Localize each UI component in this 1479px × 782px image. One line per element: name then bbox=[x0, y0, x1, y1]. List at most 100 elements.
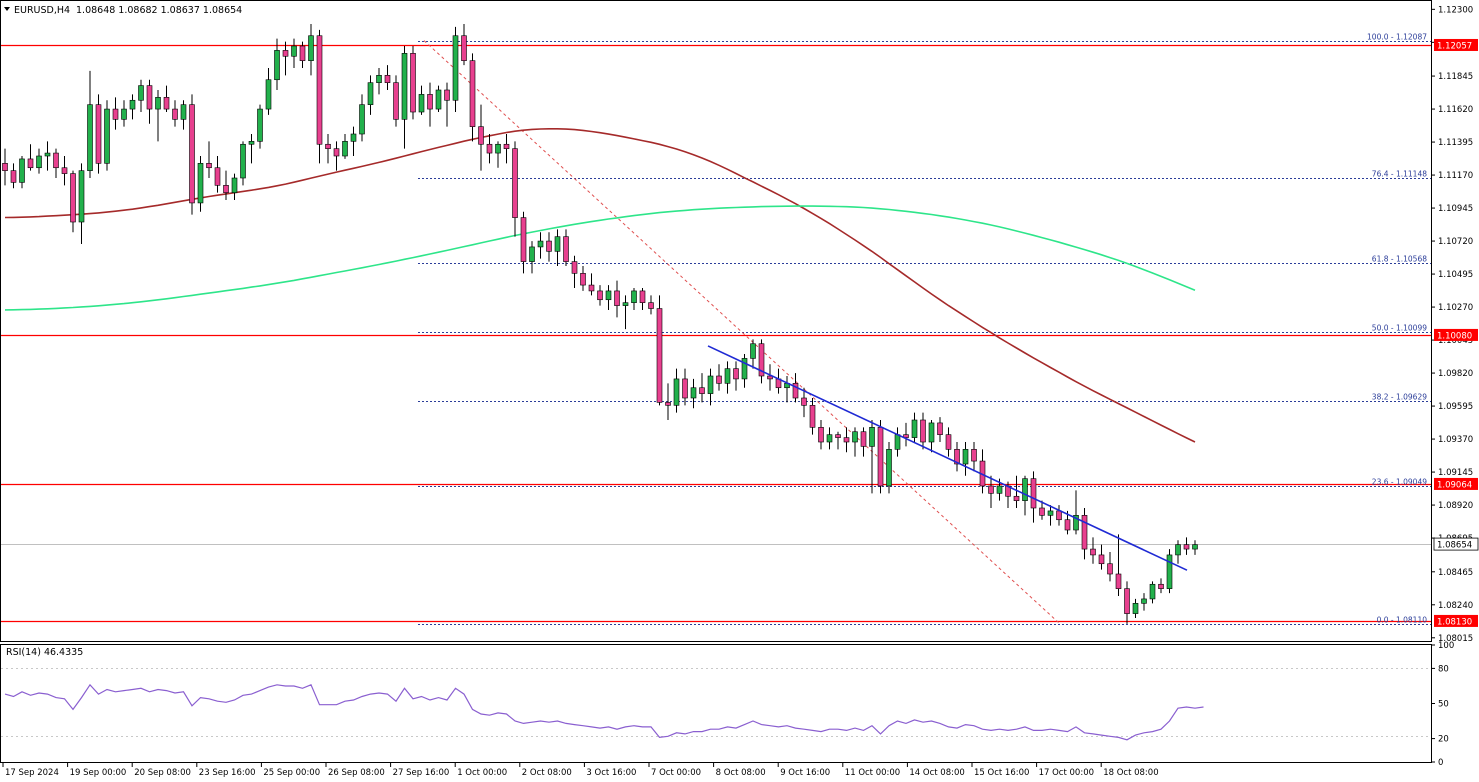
price-axis: 1.123001.120751.118451.116201.113951.111… bbox=[1431, 5, 1473, 644]
price-tick-label: 1.11845 bbox=[1438, 72, 1473, 82]
bearish-candle bbox=[580, 273, 586, 286]
rsi-tick-label: 50 bbox=[1438, 700, 1449, 710]
price-tick-label: 1.10945 bbox=[1438, 204, 1473, 214]
price-labels: 1.12057 1.10080 1.09064 1.08130 1.08654 bbox=[1433, 38, 1479, 627]
bullish-candle bbox=[1175, 544, 1181, 556]
bearish-trendline[interactable] bbox=[707, 345, 1188, 571]
bullish-candle bbox=[36, 155, 42, 169]
level-price-tag-text: 1.08130 bbox=[1437, 617, 1472, 627]
bearish-candle bbox=[801, 397, 807, 406]
bearish-candle bbox=[843, 437, 850, 443]
trendline bbox=[707, 345, 1188, 571]
price-tick-label: 1.09595 bbox=[1438, 402, 1473, 412]
bullish-candle bbox=[376, 75, 382, 83]
bearish-candle bbox=[1064, 519, 1071, 531]
bearish-candle bbox=[1090, 548, 1096, 556]
price-tick-label: 1.11395 bbox=[1438, 138, 1473, 148]
price-tick-label: 1.10045 bbox=[1438, 336, 1473, 346]
bearish-candle bbox=[1115, 573, 1122, 589]
rsi-label: RSI(14) 46.4335 bbox=[6, 647, 83, 658]
bearish-candle bbox=[70, 173, 76, 223]
rsi-tick-label: 80 bbox=[1438, 664, 1449, 674]
bullish-candle bbox=[622, 302, 629, 306]
bullish-candle bbox=[631, 290, 637, 303]
bullish-candle bbox=[928, 422, 935, 443]
bearish-candle bbox=[682, 378, 688, 399]
bullish-candle bbox=[78, 170, 85, 223]
bearish-candle bbox=[818, 427, 824, 443]
bearish-candle bbox=[563, 236, 569, 262]
time-tick-label: 23 Sep 16:00 bbox=[199, 768, 256, 778]
bearish-candle bbox=[503, 143, 510, 149]
candlesticks bbox=[2, 24, 1198, 624]
rsi-series bbox=[4, 683, 1204, 741]
bullish-candle bbox=[265, 79, 272, 110]
bullish-candle bbox=[104, 108, 110, 164]
fib-level-label: 100.0 - 1.12087 bbox=[1367, 33, 1427, 42]
bearish-candle bbox=[520, 217, 527, 262]
time-tick-label: 25 Sep 00:00 bbox=[263, 768, 320, 778]
symbol-dropdown-icon[interactable] bbox=[4, 7, 10, 11]
bearish-candle bbox=[920, 419, 926, 443]
bearish-candle bbox=[1098, 554, 1105, 565]
bearish-candle bbox=[163, 97, 170, 110]
bullish-candle bbox=[741, 358, 748, 380]
bearish-candle bbox=[172, 108, 178, 120]
bearish-candle bbox=[214, 167, 221, 186]
rsi-tick-label: 0 bbox=[1438, 758, 1443, 768]
price-pane[interactable] bbox=[0, 0, 1432, 642]
bearish-candle bbox=[316, 35, 323, 145]
bearish-candle bbox=[860, 431, 867, 447]
bullish-candle bbox=[401, 53, 408, 120]
bearish-candle bbox=[27, 158, 34, 169]
current-price-tag bbox=[1433, 537, 1479, 551]
time-tick-label: 9 Oct 16:00 bbox=[780, 768, 830, 778]
fib-level-label: 23.6 - 1.09049 bbox=[1372, 478, 1427, 487]
bullish-candle bbox=[554, 236, 561, 252]
price-tick-label: 1.11170 bbox=[1438, 171, 1473, 181]
level-price-tag-text: 1.12057 bbox=[1437, 41, 1472, 51]
bearish-candle bbox=[758, 343, 765, 377]
price-tick-label: 1.09145 bbox=[1438, 468, 1473, 478]
bearish-candle bbox=[61, 167, 68, 174]
price-tick-label: 1.12300 bbox=[1438, 5, 1473, 15]
current-price-tag-text: 1.08654 bbox=[1437, 541, 1472, 551]
time-tick-label: 14 Oct 08:00 bbox=[909, 768, 964, 778]
bullish-candle bbox=[690, 387, 697, 399]
bullish-candle bbox=[240, 143, 246, 179]
fib-level-label: 61.8 - 1.10568 bbox=[1372, 255, 1427, 264]
bullish-candle bbox=[826, 434, 833, 443]
time-tick-label: 3 Oct 16:00 bbox=[586, 768, 636, 778]
bearish-candle bbox=[299, 45, 306, 61]
bearish-candle bbox=[792, 383, 799, 399]
rsi-pane[interactable] bbox=[0, 644, 1432, 763]
rsi-tick-label: 20 bbox=[1438, 735, 1449, 745]
ma-red-line bbox=[4, 128, 1196, 443]
price-tick-label: 1.10495 bbox=[1438, 270, 1473, 280]
bullish-candle bbox=[291, 45, 297, 57]
bullish-candle bbox=[87, 104, 93, 171]
bullish-candle bbox=[138, 85, 144, 101]
bullish-candle bbox=[274, 50, 280, 81]
bearish-candle bbox=[333, 148, 340, 157]
bullish-candle bbox=[452, 35, 459, 101]
bearish-candle bbox=[53, 152, 59, 169]
bearish-candle bbox=[427, 94, 433, 110]
bearish-candle bbox=[733, 368, 739, 380]
bullish-candle bbox=[852, 431, 858, 443]
rsi-line bbox=[4, 683, 1204, 741]
bullish-candle bbox=[750, 343, 756, 359]
moving-averages bbox=[4, 128, 1196, 443]
bullish-candle bbox=[495, 143, 501, 154]
bullish-candle bbox=[418, 94, 425, 113]
time-tick-label: 20 Sep 08:00 bbox=[134, 768, 191, 778]
bearish-candle bbox=[112, 108, 119, 120]
bearish-candle bbox=[444, 89, 450, 101]
bearish-candle bbox=[877, 427, 884, 487]
level-price-tag bbox=[1434, 38, 1478, 51]
bearish-candle bbox=[571, 261, 578, 274]
price-tick-label: 1.10270 bbox=[1438, 303, 1473, 313]
bearish-candle bbox=[588, 284, 595, 292]
time-tick-label: 27 Sep 16:00 bbox=[393, 768, 450, 778]
